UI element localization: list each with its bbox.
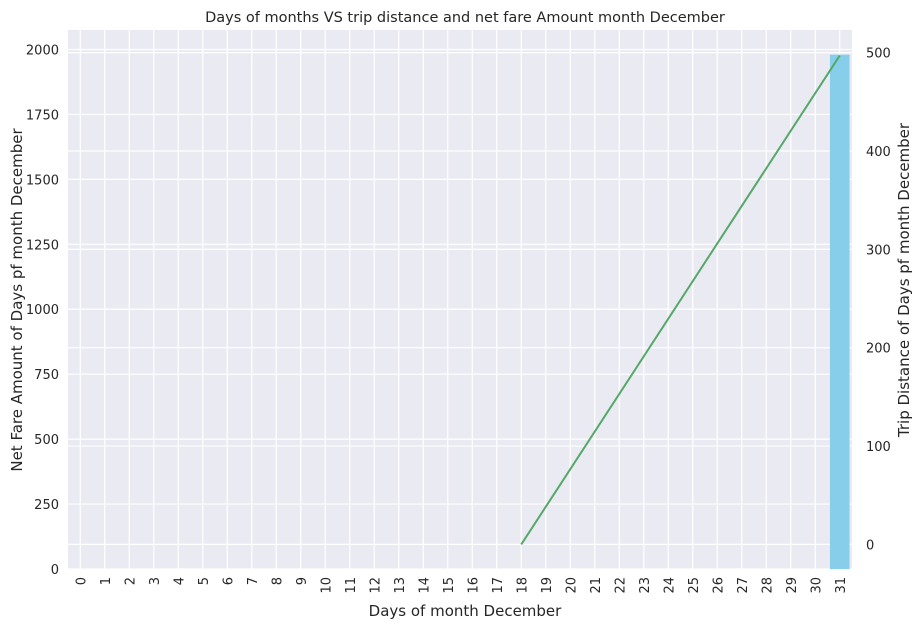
right-tick-label: 300 — [866, 243, 891, 258]
x-tick-label: 7 — [246, 577, 261, 585]
x-tick-label: 19 — [540, 577, 555, 594]
x-tick-label: 22 — [613, 577, 628, 594]
plot-background — [68, 30, 852, 569]
x-tick-label: 3 — [148, 577, 163, 585]
x-tick-label: 12 — [368, 577, 383, 594]
right-tick-label: 200 — [866, 342, 891, 357]
right-tick-label: 100 — [866, 440, 891, 455]
x-tick-label: 15 — [442, 577, 457, 594]
left-tick-label: 1000 — [26, 303, 59, 318]
grid — [68, 30, 852, 570]
lines — [520, 55, 841, 545]
left-tick-label: 500 — [34, 433, 59, 448]
left-axis-title: Net Fare Amount of Days pf month Decembe… — [8, 128, 26, 472]
left-tick-label: 1500 — [26, 173, 59, 188]
x-tick-label: 25 — [687, 577, 702, 594]
right-tick-label: 0 — [866, 538, 874, 553]
x-tick-label: 10 — [319, 577, 334, 594]
x-tick-label: 20 — [564, 577, 579, 594]
trip-distance-line — [520, 55, 841, 545]
x-tick-label: 28 — [760, 577, 775, 594]
x-tick-label: 31 — [834, 577, 849, 594]
left-tick-label: 2000 — [26, 43, 59, 58]
left-tick-label: 1250 — [26, 238, 59, 253]
x-tick-label: 17 — [491, 577, 506, 594]
left-tick-label: 250 — [34, 498, 59, 513]
x-tick-label: 23 — [638, 577, 653, 594]
right-tick-labels: 0 100 200 300 400 500 — [866, 47, 891, 554]
x-tick-label: 2 — [123, 577, 138, 585]
left-tick-labels: 0 250 500 750 1000 1250 1500 1750 2000 — [26, 43, 59, 578]
x-tick-label: 13 — [393, 577, 408, 594]
right-tick-label: 500 — [866, 47, 891, 62]
x-tick-label: 18 — [515, 577, 530, 594]
left-tick-label: 750 — [34, 368, 59, 383]
x-tick-label: 1 — [99, 577, 114, 585]
x-tick-label: 8 — [270, 577, 285, 585]
bar-day-31 — [829, 54, 850, 569]
x-tick-label: 11 — [344, 577, 359, 594]
left-tick-label: 0 — [51, 563, 59, 578]
x-tick-label: 0 — [74, 577, 89, 585]
bars — [829, 54, 850, 569]
x-tick-labels: 0 1 2 3 4 5 6 7 8 9 10 11 12 13 14 15 16 17 18 19 20 21 22 23 24… — [74, 577, 849, 594]
x-tick-label: 4 — [172, 577, 187, 585]
x-tick-label: 26 — [711, 577, 726, 594]
right-axis-title: Trip Distance of Days pf month December — [895, 122, 913, 438]
right-tick-label: 400 — [866, 145, 891, 160]
chart-title: Days of months VS trip distance and net … — [205, 10, 725, 26]
x-tick-label: 24 — [662, 577, 677, 594]
left-tick-label: 1750 — [26, 108, 59, 123]
x-tick-label: 21 — [589, 577, 604, 594]
x-tick-label: 30 — [809, 577, 824, 594]
x-tick-label: 14 — [417, 577, 432, 594]
x-tick-label: 6 — [221, 577, 236, 585]
x-axis-title: Days of month December — [369, 602, 562, 620]
x-tick-label: 5 — [197, 577, 212, 585]
x-tick-label: 16 — [466, 577, 481, 594]
x-tick-label: 9 — [295, 577, 310, 585]
x-tick-label: 27 — [736, 577, 751, 594]
x-tick-label: 29 — [785, 577, 800, 594]
